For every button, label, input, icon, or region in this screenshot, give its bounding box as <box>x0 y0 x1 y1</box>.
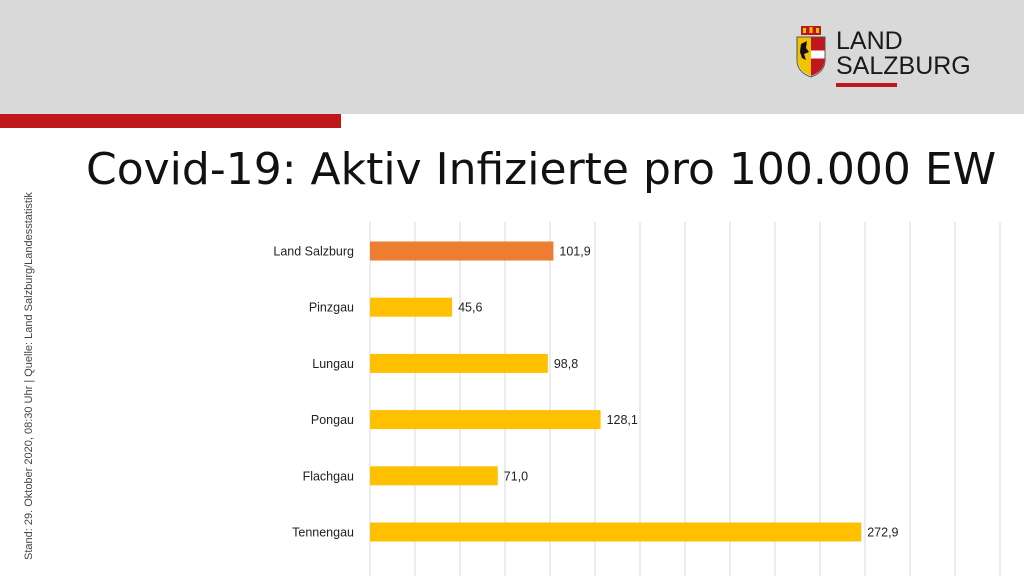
page-title: Covid-19: Aktiv Infizierte pro 100.000 E… <box>86 144 997 195</box>
bar-pinzgau <box>370 297 453 317</box>
category-label: Flachgau <box>303 469 354 483</box>
value-label: 71,0 <box>504 469 528 483</box>
chart-labels: Land Salzburg 101,9 Pinzgau 45,6 Lungau 98,8 P… <box>273 245 898 540</box>
salzburg-coat-of-arms-icon <box>796 26 826 78</box>
category-label: Lungau <box>312 357 354 371</box>
category-label: Land Salzburg <box>273 245 354 259</box>
chart-bars <box>370 241 862 542</box>
land-salzburg-logo: LAND SALZBURG <box>795 26 985 90</box>
logo-underline <box>836 83 897 87</box>
accent-bar <box>0 114 341 128</box>
value-label: 128,1 <box>607 413 638 427</box>
bar-lungau <box>370 353 548 373</box>
logo-text-land: LAND <box>836 27 903 55</box>
category-label: Pongau <box>311 413 354 427</box>
header-band <box>0 0 1024 114</box>
bar-pongau <box>370 410 601 430</box>
chart-gridlines <box>369 222 1001 576</box>
bar-tennengau <box>370 522 862 542</box>
bar-land-salzburg <box>370 241 554 261</box>
value-label: 272,9 <box>867 526 898 540</box>
value-label: 98,8 <box>554 357 578 371</box>
value-label: 45,6 <box>458 301 482 315</box>
value-label: 101,9 <box>559 245 590 259</box>
bar-flachgau <box>370 466 498 486</box>
category-label: Pinzgau <box>309 301 354 315</box>
logo-text-salzburg: SALZBURG <box>836 52 971 80</box>
category-label: Tennengau <box>292 526 354 540</box>
